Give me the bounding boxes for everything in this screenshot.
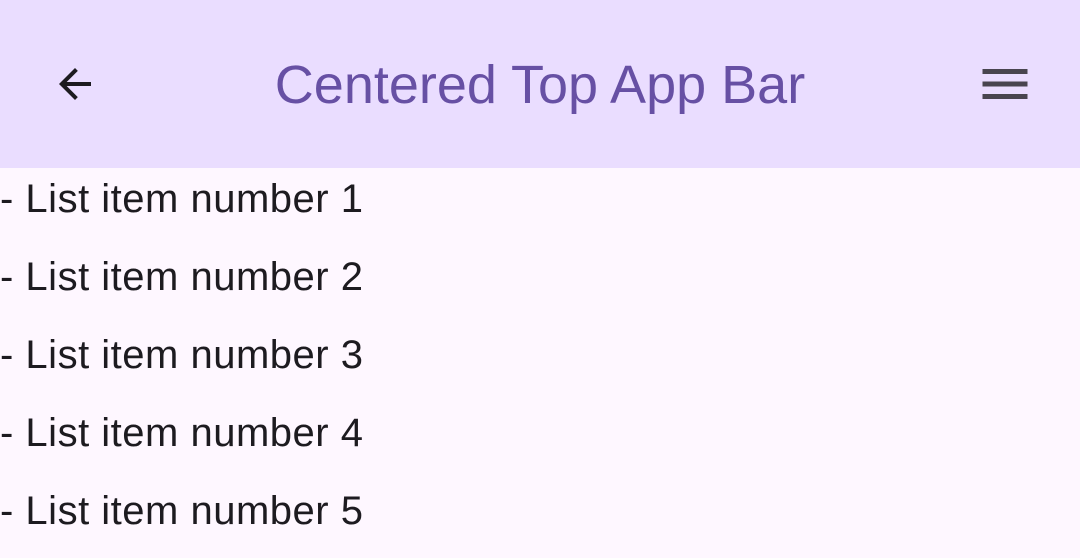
menu-button[interactable] xyxy=(975,54,1035,114)
list-item: - List item number 4 xyxy=(0,411,364,455)
list-item: - List item number 3 xyxy=(0,333,364,377)
list-item: - List item number 2 xyxy=(0,255,364,299)
item-list: - List item number 1 - List item number … xyxy=(0,168,1080,558)
back-button[interactable] xyxy=(45,54,105,114)
menu-icon xyxy=(982,69,1028,99)
arrow-back-icon xyxy=(59,68,91,100)
top-app-bar: Centered Top App Bar xyxy=(0,0,1080,168)
app-bar-title: Centered Top App Bar xyxy=(274,55,806,115)
list-item: - List item number 1 xyxy=(0,177,364,221)
list-item: - List item number 5 xyxy=(0,489,364,533)
